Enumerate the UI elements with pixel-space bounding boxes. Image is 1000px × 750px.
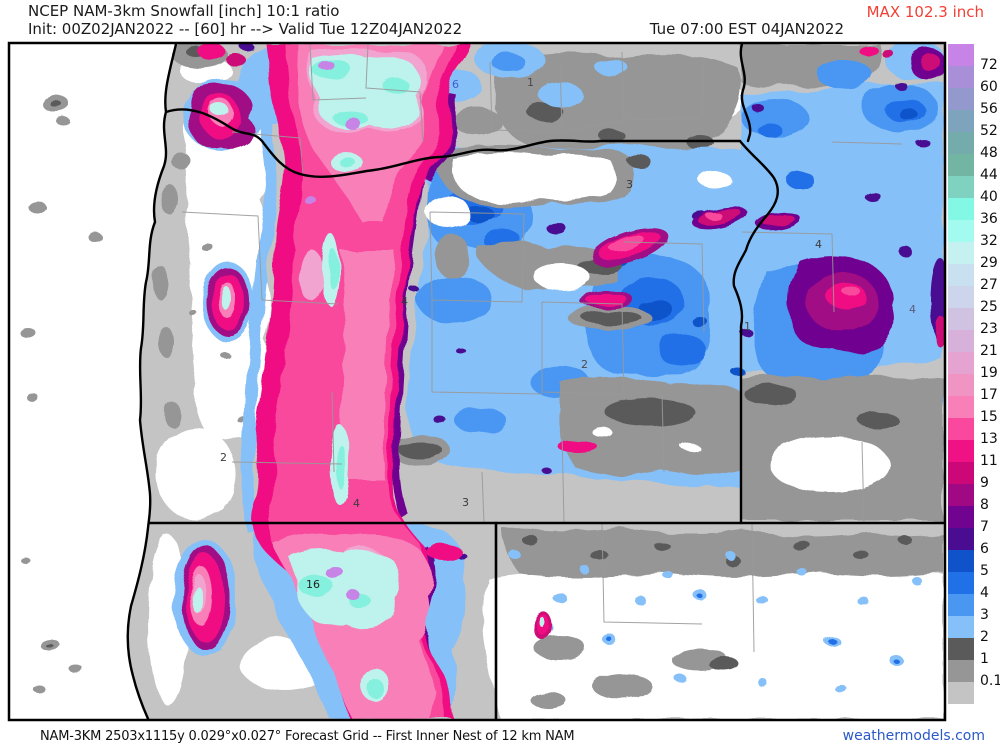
colorbar-tick-label: 40 <box>980 189 998 205</box>
colorbar-segment <box>948 66 974 88</box>
colorbar-segment <box>948 462 974 484</box>
contour-value-label: 4 <box>815 238 822 251</box>
contour-value-label: 4 <box>353 497 360 510</box>
colorbar-segment <box>948 572 974 594</box>
contour-value-label: 2 <box>220 451 227 464</box>
page-title: NCEP NAM-3km Snowfall [inch] 10:1 ratio <box>28 2 340 20</box>
colorbar-tick-label: 29 <box>980 255 998 271</box>
colorbar-tick-label: 23 <box>980 321 998 337</box>
oregon-idaho-border <box>732 139 779 525</box>
colorbar-tick-label: 25 <box>980 299 998 315</box>
colorbar-tick-label: 2 <box>980 629 989 645</box>
colorbar-segment <box>948 440 974 462</box>
colorbar-tick-label: 32 <box>980 233 998 249</box>
columbia-river-border <box>164 108 742 178</box>
colorbar-tick-label: 21 <box>980 343 998 359</box>
contour-value-label: 3 <box>626 178 633 191</box>
colorbar-segment <box>948 550 974 572</box>
init-valid-line: Init: 00Z02JAN2022 -- [60] hr --> Valid … <box>28 20 463 38</box>
colorbar-tick-label: 19 <box>980 365 998 381</box>
colorbar-segment <box>948 308 974 330</box>
colorbar-tick-label: 27 <box>980 277 998 293</box>
colorbar-segment <box>948 396 974 418</box>
contour-value-label: 1 <box>527 76 534 89</box>
grid-info: NAM-3KM 2503x1115y 0.029°x0.027° Forecas… <box>40 729 575 744</box>
contour-value-label: 1 <box>744 320 751 333</box>
valid-time-label: Tue 07:00 EST 04JAN2022 <box>649 20 844 38</box>
colorbar-segment <box>948 176 974 198</box>
colorbar-tick-label: 56 <box>980 101 998 117</box>
gray-patches-on-blue <box>390 145 943 520</box>
county-borders <box>181 44 903 653</box>
colorbar-segment <box>948 616 974 638</box>
contour-value-label: 16 <box>306 578 320 591</box>
contour-labels: 6 1 3 4 4 2 4 1 2 4 3 16 <box>220 76 916 591</box>
orchid-max-specks <box>304 61 361 600</box>
colorbar-tick-label: 8 <box>980 497 989 513</box>
colorbar-segment <box>948 44 974 66</box>
colorbar-segment <box>948 528 974 550</box>
colorbar-segment <box>948 506 974 528</box>
contour-value-label: 2 <box>581 358 588 371</box>
contour-value-label: 6 <box>452 78 459 91</box>
colorbar-segment <box>948 242 974 264</box>
colorbar-segment <box>948 682 974 704</box>
colorbar-segment <box>948 132 974 154</box>
colorbar-segment <box>948 594 974 616</box>
colorbar-tick-label: 17 <box>980 387 998 403</box>
colorbar-segment <box>948 154 974 176</box>
colorbar-tick-label: 11 <box>980 453 998 469</box>
contour-value-label: 3 <box>462 496 469 509</box>
colorbar-tick-label: 72 <box>980 57 998 73</box>
colorbar-segment <box>948 638 974 660</box>
colorbar-segment <box>948 374 974 396</box>
colorbar-segment <box>948 110 974 132</box>
contour-value-label: 4 <box>401 295 408 308</box>
colorbar-tick-label: 36 <box>980 211 998 227</box>
colorbar-tick-label: 0.1 <box>980 673 1000 689</box>
colorbar-segment <box>948 660 974 682</box>
colorbar-segment <box>948 352 974 374</box>
colorbar-tick-label: 44 <box>980 167 998 183</box>
colorbar-segment <box>948 220 974 242</box>
pacific-ocean <box>10 44 176 719</box>
colorbar-segment <box>948 88 974 110</box>
colorbar-tick-label: 13 <box>980 431 998 447</box>
colorbar-tick-label: 7 <box>980 519 989 535</box>
colorbar-tick-label: 48 <box>980 145 998 161</box>
colorbar-segment <box>948 330 974 352</box>
colorbar-tick-label: 52 <box>980 123 998 139</box>
colorbar-tick-label: 4 <box>980 585 989 601</box>
colorbar-tick-label: 1 <box>980 651 989 667</box>
colorbar-segment <box>948 286 974 308</box>
precip-field <box>19 44 944 719</box>
coastline <box>126 44 178 719</box>
state-borders <box>126 44 944 719</box>
colorbar-segment <box>948 418 974 440</box>
colorbar-tick-label: 9 <box>980 475 989 491</box>
colorbar-segment <box>948 264 974 286</box>
colorbar-tick-label: 60 <box>980 79 998 95</box>
map-frame <box>7 41 947 722</box>
colorbar-segment <box>948 198 974 220</box>
colorbar-tick-label: 3 <box>980 607 989 623</box>
contour-value-label: 4 <box>909 303 916 316</box>
colorbar: 72 60 56 52 48 44 40 36 32 29 27 25 23 21 19 17 15 13 11 9 8… <box>948 44 1000 704</box>
colorbar-tick-label: 5 <box>980 563 989 579</box>
colorbar-segment <box>948 484 974 506</box>
colorbar-tick-label: 6 <box>980 541 989 557</box>
snake-river-border-north <box>739 44 752 143</box>
max-value-label: MAX 102.3 inch <box>866 3 984 21</box>
weathermodels-link[interactable]: weathermodels.com <box>842 728 985 744</box>
colorbar-tick-label: 15 <box>980 409 998 425</box>
